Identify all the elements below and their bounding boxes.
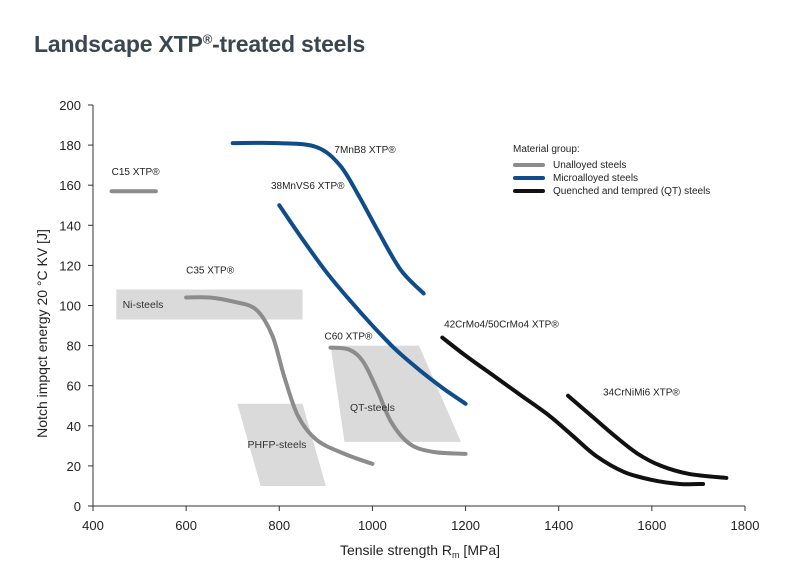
y-tick-label: 20 bbox=[67, 459, 81, 474]
series-label: 38MnVS6 XTP® bbox=[271, 181, 345, 192]
y-axis-label: Notch impqct energy 20 °C KV [J] bbox=[34, 229, 50, 438]
axes-layer: 0 20 40 60 80 100 120 140 160 180 200 400 600 800 1000… bbox=[34, 98, 759, 560]
y-tick-label: 200 bbox=[59, 98, 81, 113]
chart-title-main: Landscape XTP bbox=[34, 31, 203, 57]
x-tick-label: 1600 bbox=[637, 518, 666, 533]
x-tick-label: 1000 bbox=[358, 518, 387, 533]
x-axis-label-main: Tensile strength R bbox=[340, 542, 452, 558]
legend-entry-label: Unalloyed steels bbox=[553, 160, 626, 171]
x-tick-label: 1800 bbox=[731, 518, 760, 533]
y-tick-label: 120 bbox=[59, 258, 81, 273]
series-label: C15 XTP® bbox=[112, 167, 161, 178]
series-label: C35 XTP® bbox=[186, 265, 235, 276]
series-label: C60 XTP® bbox=[324, 332, 373, 343]
y-tick-label: 160 bbox=[59, 178, 81, 193]
chart-title-reg: ® bbox=[202, 31, 213, 47]
region-label-qt-steels: QT-steels bbox=[350, 402, 395, 414]
legend-title: Material group: bbox=[513, 144, 580, 155]
x-tick-label: 600 bbox=[175, 518, 197, 533]
region-label-ni-steels: Ni-steels bbox=[123, 299, 164, 311]
series-line bbox=[440, 335, 706, 487]
legend: Material group: Unalloyed steels Microallo… bbox=[513, 144, 710, 197]
series-line bbox=[277, 203, 468, 406]
y-tick-label: 0 bbox=[74, 499, 81, 514]
chart-title: Landscape XTP®-treated steels bbox=[34, 31, 365, 58]
regions-layer bbox=[116, 289, 461, 486]
y-tick-label: 80 bbox=[67, 339, 81, 354]
x-tick-label: 800 bbox=[268, 518, 290, 533]
legend-entry-label: Quenched and tempred (QT) steels bbox=[553, 186, 710, 197]
y-tick-label: 40 bbox=[67, 419, 81, 434]
legend-entry-label: Microalloyed steels bbox=[553, 173, 638, 184]
x-tick-label: 400 bbox=[82, 518, 104, 533]
series-label: 7MnB8 XTP® bbox=[334, 145, 396, 156]
series-label: 42CrMo4/50CrMo4 XTP® bbox=[444, 320, 559, 331]
y-tick-label: 180 bbox=[59, 138, 81, 153]
y-tick-label: 60 bbox=[67, 379, 81, 394]
y-tick-label: 100 bbox=[59, 299, 81, 314]
region-qtsteels bbox=[330, 345, 461, 442]
series-layer bbox=[109, 140, 729, 487]
x-tick-label: 1200 bbox=[451, 518, 480, 533]
x-tick-label: 1400 bbox=[544, 518, 573, 533]
series-line bbox=[328, 345, 468, 456]
labels-layer: Ni-steels QT-steels PHFP-steels C15 XTP® C35… bbox=[112, 145, 681, 451]
series-line bbox=[566, 393, 729, 480]
x-axis-label: Tensile strength Rm [MPa] bbox=[340, 542, 500, 560]
series-line bbox=[184, 295, 375, 466]
x-axis-label-sub: m bbox=[452, 550, 460, 560]
y-tick-label: 140 bbox=[59, 218, 81, 233]
chart-title-rest: -treated steels bbox=[212, 31, 366, 57]
series-label: 34CrNiMi6 XTP® bbox=[603, 388, 680, 399]
region-label-phfp-steels: PHFP-steels bbox=[247, 439, 306, 451]
series-line bbox=[230, 140, 426, 296]
x-axis-label-unit: [MPa] bbox=[460, 542, 500, 558]
